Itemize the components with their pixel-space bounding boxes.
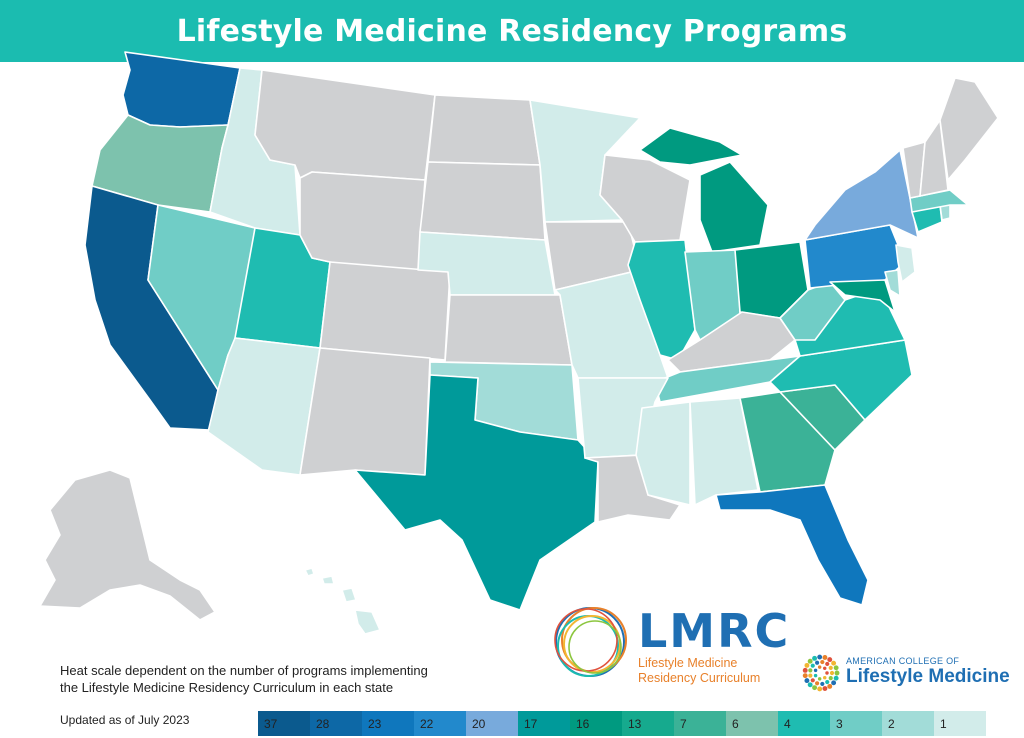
acolm-dot (822, 655, 828, 660)
acolm-dot (810, 663, 815, 668)
acolm-dot (807, 682, 813, 688)
note-line-2: the Lifestyle Medicine Residency Curricu… (60, 680, 394, 695)
acolm-dot (831, 660, 837, 666)
acolm-dot (817, 654, 823, 660)
acolm-dot (808, 668, 813, 673)
legend-swatch-17: 17 (518, 711, 570, 736)
acolm-dot (807, 658, 813, 664)
state-alaska[interactable] (39, 469, 216, 621)
state-colorado[interactable] (319, 261, 451, 361)
legend-swatch-3: 3 (830, 711, 882, 736)
acolm-dot (833, 675, 839, 681)
acolm-dot (822, 686, 828, 691)
lmrc-sub-line-2: Residency Curriculum (638, 671, 761, 685)
page-title: Lifestyle Medicine Residency Programs (176, 13, 848, 49)
acolm-dot (815, 681, 820, 686)
state-mississippi[interactable] (635, 401, 691, 506)
acolm-dot (815, 660, 820, 665)
lmrc-sub-line-1: Lifestyle Medicine (638, 656, 738, 670)
legend-swatch-23: 23 (362, 711, 414, 736)
acolm-dot (817, 686, 823, 692)
acolm-dot (825, 661, 830, 667)
legend-swatch-2: 2 (882, 711, 934, 736)
state-maine[interactable] (939, 77, 999, 181)
state-west-virginia[interactable] (779, 281, 846, 341)
acolm-dot (823, 666, 827, 671)
acolm-dot (825, 671, 829, 675)
heat-scale-legend: 37 28 23 22 20 17 16 13 7 6 4 3 2 1 (258, 711, 986, 736)
legend-swatch-4: 4 (778, 711, 830, 736)
acolm-wordmark: Lifestyle Medicine (846, 666, 1010, 687)
state-delaware[interactable] (884, 269, 901, 297)
state-new-york[interactable] (804, 149, 919, 241)
acolm-dot (813, 668, 818, 673)
lmrc-rings-logo (554, 607, 627, 677)
legend-swatch-1: 1 (934, 711, 986, 736)
lmrc-wordmark: LMRC (638, 604, 791, 658)
acolm-dot (808, 673, 813, 678)
legend-swatch-16: 16 (570, 711, 622, 736)
legend-swatch-13: 13 (622, 711, 674, 736)
acolm-dot (823, 675, 827, 680)
acolm-dot (831, 680, 837, 686)
acolm-dot (810, 678, 815, 683)
state-new-jersey[interactable] (895, 244, 916, 283)
state-kansas[interactable] (444, 294, 573, 366)
acolm-dot (825, 679, 830, 685)
acolm-dot (802, 667, 808, 673)
acolm-dot (827, 657, 833, 663)
acolm-label: AMERICAN COLLEGE OF (846, 656, 960, 666)
title-banner: Lifestyle Medicine Residency Programs (0, 0, 1024, 62)
note-line-1: Heat scale dependent on the number of pr… (60, 663, 428, 678)
acolm-dot (802, 673, 808, 679)
acolm-dot (828, 676, 833, 681)
acolm-dot (817, 677, 822, 681)
state-new-hampshire[interactable] (919, 119, 949, 197)
acolm-dot (828, 665, 833, 670)
state-michigan[interactable] (699, 161, 769, 253)
state-hawaii[interactable] (304, 567, 381, 635)
heat-scale-note: Heat scale dependent on the number of pr… (60, 662, 428, 696)
updated-date: Updated as of July 2023 (60, 713, 190, 727)
acolm-dot (812, 655, 818, 661)
acolm-dot (813, 673, 818, 678)
acolm-dot (804, 678, 810, 684)
acolm-dot (820, 681, 825, 687)
acolm-dot (833, 665, 839, 671)
acolm-dot (820, 659, 825, 665)
acolm-dot (829, 670, 835, 676)
state-florida[interactable] (715, 484, 869, 606)
state-texas[interactable] (354, 374, 599, 611)
acolm-dot (817, 665, 822, 669)
state-washington[interactable] (122, 51, 241, 128)
state-north-dakota[interactable] (427, 94, 541, 166)
acolm-dot (827, 683, 833, 689)
legend-swatch-7: 7 (674, 711, 726, 736)
acolm-dot (812, 685, 818, 691)
acolm-dot (804, 662, 810, 668)
legend-swatch-22: 22 (414, 711, 466, 736)
state-maryland[interactable] (829, 279, 896, 313)
state-new-mexico[interactable] (299, 347, 431, 476)
acolm-dots-logo (802, 654, 840, 692)
lmrc-subtitle: Lifestyle Medicine Residency Curriculum (638, 656, 760, 686)
state-wyoming[interactable] (299, 171, 426, 276)
acolm-dot (834, 670, 840, 676)
state-alabama[interactable] (689, 397, 759, 506)
state-georgia[interactable] (739, 391, 836, 493)
legend-swatch-6: 6 (726, 711, 778, 736)
legend-swatch-20: 20 (466, 711, 518, 736)
state-michigan-upper[interactable] (639, 127, 743, 166)
state-south-dakota[interactable] (419, 161, 546, 241)
legend-swatch-37: 37 (258, 711, 310, 736)
legend-swatch-28: 28 (310, 711, 362, 736)
